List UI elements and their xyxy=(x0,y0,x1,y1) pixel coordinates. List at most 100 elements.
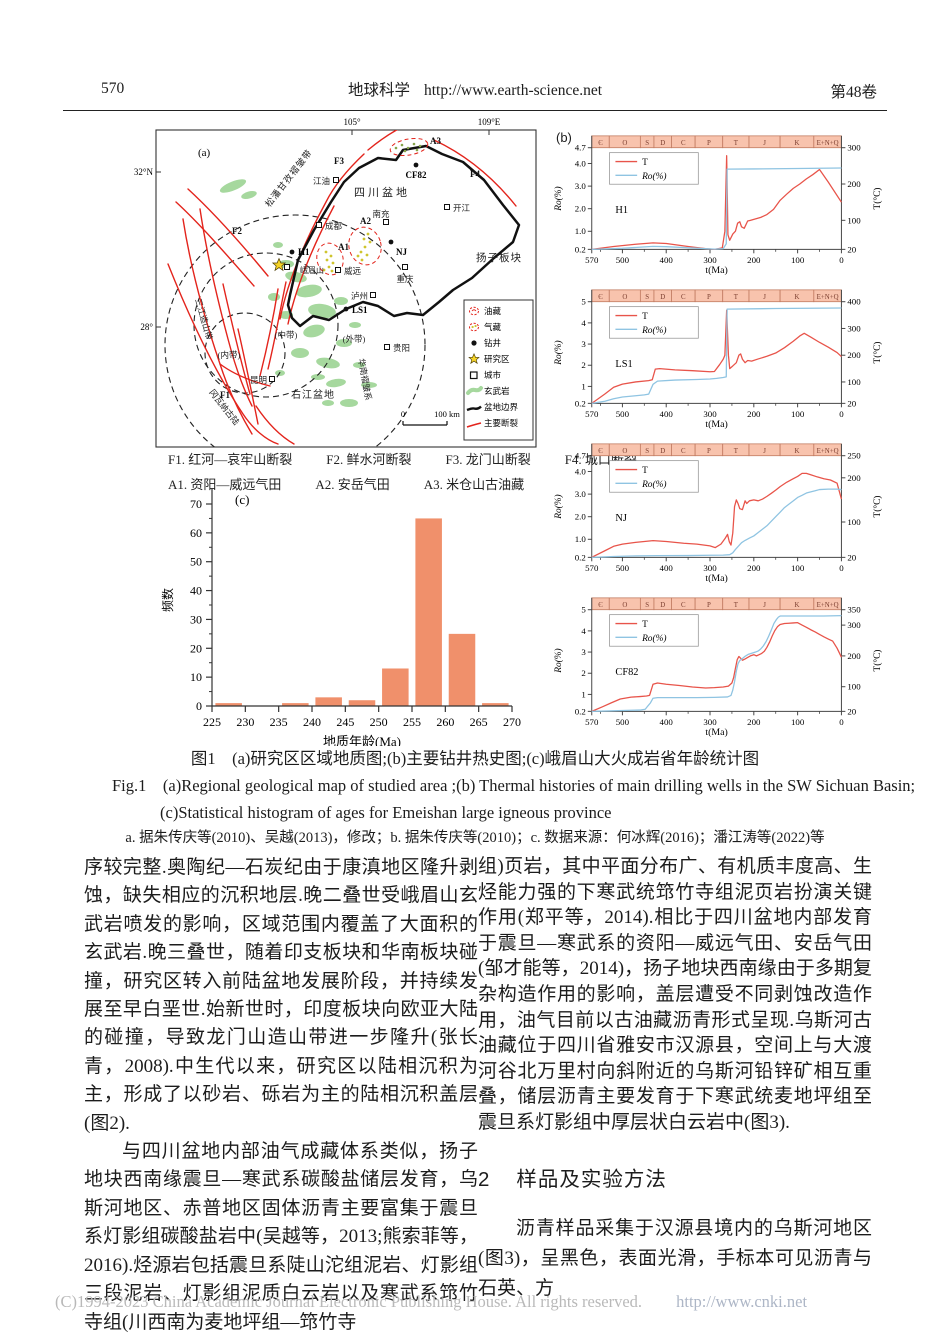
svg-text:2: 2 xyxy=(581,360,585,370)
left-axis-label: Ro(%) xyxy=(553,340,564,365)
fault-lines xyxy=(167,130,517,445)
legend-fault-label: 主要断裂 xyxy=(484,418,519,428)
svg-text:300: 300 xyxy=(703,255,717,265)
city-luzhou-label: 泸州 xyxy=(351,291,368,301)
svg-text:T: T xyxy=(734,448,739,455)
svg-text:2: 2 xyxy=(581,668,585,678)
svg-text:0.2: 0.2 xyxy=(575,398,586,408)
city-icon xyxy=(469,371,478,380)
svg-text:70: 70 xyxy=(190,497,202,511)
legend-study-label: 研究区 xyxy=(484,354,510,364)
svg-text:1.0: 1.0 xyxy=(575,534,587,544)
city-kaijiang-square xyxy=(444,204,450,210)
svg-text:100: 100 xyxy=(847,215,861,225)
city-kunming-square xyxy=(269,376,275,382)
legend-oil-label: 油藏 xyxy=(484,306,502,316)
x-axis-ticks: 570 500 400 300 200 100 0 xyxy=(585,403,844,419)
bar xyxy=(382,668,409,706)
x-axis-label: t(Ma) xyxy=(705,265,727,276)
thermal-plot-h1: Є O S D C P T J K E+N+Q 0.2 1.0 2.0 3.0 4.0 4.7 20 100 200… xyxy=(553,135,883,276)
hist-y-label: 频数 xyxy=(160,588,175,612)
svg-text:E+N+Q: E+N+Q xyxy=(817,602,839,609)
x-axis-ticks: 225 230 235 240 245 250 255 260 265 270 xyxy=(203,706,521,729)
svg-text:O: O xyxy=(622,140,627,147)
svg-text:400: 400 xyxy=(847,297,861,307)
period-bar: Є O S D C P T J K E+N+Q xyxy=(591,443,842,457)
x-axis-label: t(Ma) xyxy=(705,419,727,430)
page-number: 570 xyxy=(101,80,125,97)
journal-title: 地球科学 xyxy=(347,82,410,99)
study-area-icon xyxy=(468,352,480,365)
svg-text:O: O xyxy=(622,602,627,609)
city-guiyang-square xyxy=(384,344,390,350)
fault-notes-row1: F1. 红河—哀牢山断裂 F2. 鲜水河断裂 F3. 龙门山断裂 F4. 城口断… xyxy=(168,449,888,468)
oil-reservoir-icon xyxy=(469,306,479,316)
series-Ro(%) xyxy=(591,167,842,250)
fault-f4-line xyxy=(433,139,517,207)
svg-text:100: 100 xyxy=(791,255,805,265)
label-inner-zone: (内带) xyxy=(218,350,241,360)
right-paragraph-2: 沥青样品采集于汉源县境内的乌斯河地区(图3)，呈黑色，表面光滑，手标本可见沥青与… xyxy=(478,1217,872,1299)
svg-text:570: 570 xyxy=(585,255,599,265)
svg-text:P: P xyxy=(707,448,711,455)
plot-legend: T Ro(%) xyxy=(609,460,699,493)
note-f2: F2. 鲜水河断裂 xyxy=(326,452,412,467)
field-ellipses xyxy=(316,137,429,276)
svg-text:250: 250 xyxy=(370,715,388,729)
well-cf82-dot xyxy=(413,162,419,168)
svg-text:1: 1 xyxy=(581,689,585,699)
svg-text:20: 20 xyxy=(847,706,856,716)
city-chengdu-label: 成都 xyxy=(325,221,343,231)
well-h1-dot xyxy=(289,249,295,255)
svg-text:20: 20 xyxy=(847,552,856,562)
bar xyxy=(282,703,309,706)
svg-text:200: 200 xyxy=(747,563,761,573)
svg-text:T: T xyxy=(642,466,648,476)
axes xyxy=(591,597,842,712)
svg-text:200: 200 xyxy=(747,717,761,727)
svg-text:40: 40 xyxy=(190,584,202,598)
svg-text:300: 300 xyxy=(847,143,861,153)
city-emeishan-square xyxy=(284,264,290,270)
fault-f3-line xyxy=(279,153,365,320)
cnki-url: http://www.cnki.net xyxy=(676,1292,808,1311)
svg-text:400: 400 xyxy=(660,255,674,265)
svg-text:3.0: 3.0 xyxy=(575,181,587,191)
svg-text:10: 10 xyxy=(190,670,202,684)
svg-text:20: 20 xyxy=(847,398,856,408)
svg-text:3.0: 3.0 xyxy=(575,489,587,499)
x-axis-ticks: 570 500 400 300 200 100 0 xyxy=(585,249,844,265)
svg-text:265: 265 xyxy=(470,715,488,729)
hist-x-label: 地质年龄(Ma) xyxy=(323,734,401,746)
city-jiangyou-square xyxy=(333,177,339,183)
study-area-star xyxy=(271,257,287,272)
label-sanjiang-orogen: 三江造山带 xyxy=(193,297,214,341)
svg-text:4: 4 xyxy=(581,626,586,636)
svg-text:E+N+Q: E+N+Q xyxy=(817,140,839,147)
svg-text:200: 200 xyxy=(747,255,761,265)
gas-reservoir-icon xyxy=(469,322,479,332)
axes xyxy=(591,289,842,404)
well-label: CF82 xyxy=(615,667,638,678)
left-axis-ticks: 0.2 1.0 2.0 3.0 4.0 4.7 xyxy=(575,451,592,562)
field-a2-ellipse xyxy=(348,226,382,266)
svg-text:O: O xyxy=(622,294,627,301)
label-a1: A1 xyxy=(338,242,349,252)
x-axis-ticks: 570 500 400 300 200 100 0 xyxy=(585,711,844,727)
svg-text:2.0: 2.0 xyxy=(575,204,587,214)
svg-text:300: 300 xyxy=(703,717,717,727)
svg-text:400: 400 xyxy=(660,563,674,573)
svg-text:5: 5 xyxy=(581,297,586,307)
svg-text:100: 100 xyxy=(791,717,805,727)
svg-text:P: P xyxy=(707,140,711,147)
city-chongqing-square xyxy=(402,264,408,270)
svg-text:225: 225 xyxy=(203,715,221,729)
note-f3: F3. 龙门山断裂 xyxy=(445,452,531,467)
journal-url: http://www.earth-science.net xyxy=(423,82,603,99)
well-label: H1 xyxy=(615,205,628,216)
figure-caption-cn: 图1 (a)研究区区域地质图;(b)主要钻井热史图;(c)峨眉山大火成岩省年龄统… xyxy=(190,749,760,768)
basin-boundary xyxy=(286,144,521,328)
basalt-icon xyxy=(466,386,483,395)
svg-text:D: D xyxy=(660,294,665,301)
